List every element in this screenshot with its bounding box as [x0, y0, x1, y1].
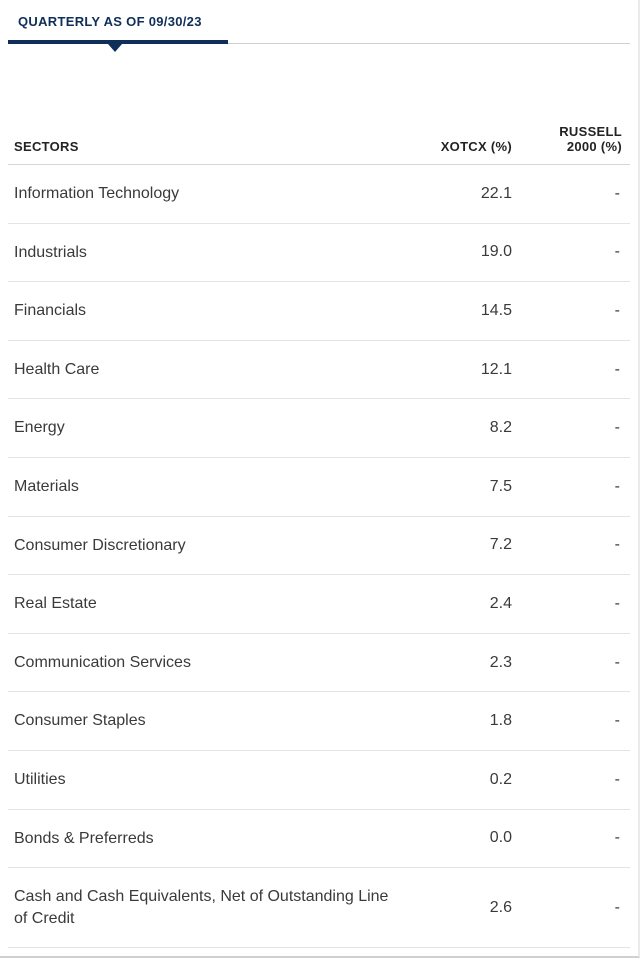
sector-name: Industrials	[8, 223, 410, 282]
benchmark-value: -	[520, 399, 630, 458]
sector-name: Health Care	[8, 340, 410, 399]
fund-value: 2.3	[410, 633, 520, 692]
benchmark-value: -	[520, 282, 630, 341]
fund-value: 12.1	[410, 340, 520, 399]
table-row: Industrials19.0-	[8, 223, 630, 282]
table-row: Information Technology22.1-	[8, 165, 630, 224]
benchmark-value: -	[520, 340, 630, 399]
table-row: Energy8.2-	[8, 399, 630, 458]
table-row: Cash and Cash Equivalents, Net of Outsta…	[8, 868, 630, 948]
chevron-down-icon	[108, 44, 122, 52]
benchmark-value: -	[520, 750, 630, 809]
tab-label: QUARTERLY AS OF 09/30/23	[18, 14, 202, 29]
table-row: Financials14.5-	[8, 282, 630, 341]
sector-name: Information Technology	[8, 165, 410, 224]
fund-value: 2.6	[410, 868, 520, 948]
table-row: Real Estate2.4-	[8, 575, 630, 634]
sector-name: Consumer Staples	[8, 692, 410, 751]
benchmark-value: -	[520, 516, 630, 575]
fund-value: 14.5	[410, 282, 520, 341]
sector-name: Materials	[8, 457, 410, 516]
table-row: Communication Services2.3-	[8, 633, 630, 692]
benchmark-value: -	[520, 809, 630, 868]
col-benchmark: RUSSELL 2000 (%)	[520, 114, 630, 165]
sectors-panel: QUARTERLY AS OF 09/30/23 SECTORS XOTCX (…	[0, 0, 640, 958]
benchmark-value: -	[520, 223, 630, 282]
benchmark-value: -	[520, 633, 630, 692]
header-spacer	[8, 44, 630, 114]
sector-name: Real Estate	[8, 575, 410, 634]
col-benchmark-line2: 2000 (%)	[567, 139, 622, 154]
table-row: Utilities0.2-	[8, 750, 630, 809]
fund-value: 0.0	[410, 809, 520, 868]
table-row: Health Care12.1-	[8, 340, 630, 399]
sector-name: Bonds & Preferreds	[8, 809, 410, 868]
fund-value: 8.2	[410, 399, 520, 458]
col-fund: XOTCX (%)	[410, 114, 520, 165]
fund-value: 0.2	[410, 750, 520, 809]
sector-name: Utilities	[8, 750, 410, 809]
table-row: Consumer Staples1.8-	[8, 692, 630, 751]
fund-value: 22.1	[410, 165, 520, 224]
fund-value: 7.5	[410, 457, 520, 516]
sector-name: Financials	[8, 282, 410, 341]
table-row: Bonds & Preferreds0.0-	[8, 809, 630, 868]
benchmark-value: -	[520, 692, 630, 751]
benchmark-value: -	[520, 868, 630, 948]
sectors-table: SECTORS XOTCX (%) RUSSELL 2000 (%) Infor…	[8, 114, 630, 948]
sector-name: Cash and Cash Equivalents, Net of Outsta…	[8, 868, 410, 948]
col-benchmark-line1: RUSSELL	[559, 124, 622, 139]
sector-name: Consumer Discretionary	[8, 516, 410, 575]
fund-value: 19.0	[410, 223, 520, 282]
fund-value: 2.4	[410, 575, 520, 634]
col-sector: SECTORS	[8, 114, 410, 165]
table-row: Materials7.5-	[8, 457, 630, 516]
benchmark-value: -	[520, 575, 630, 634]
benchmark-value: -	[520, 457, 630, 516]
sector-name: Energy	[8, 399, 410, 458]
fund-value: 7.2	[410, 516, 520, 575]
sector-name: Communication Services	[8, 633, 410, 692]
tab-bar: QUARTERLY AS OF 09/30/23	[8, 0, 630, 44]
table-header-row: SECTORS XOTCX (%) RUSSELL 2000 (%)	[8, 114, 630, 165]
table-row: Consumer Discretionary7.2-	[8, 516, 630, 575]
benchmark-value: -	[520, 165, 630, 224]
tab-quarterly[interactable]: QUARTERLY AS OF 09/30/23	[8, 0, 220, 43]
fund-value: 1.8	[410, 692, 520, 751]
